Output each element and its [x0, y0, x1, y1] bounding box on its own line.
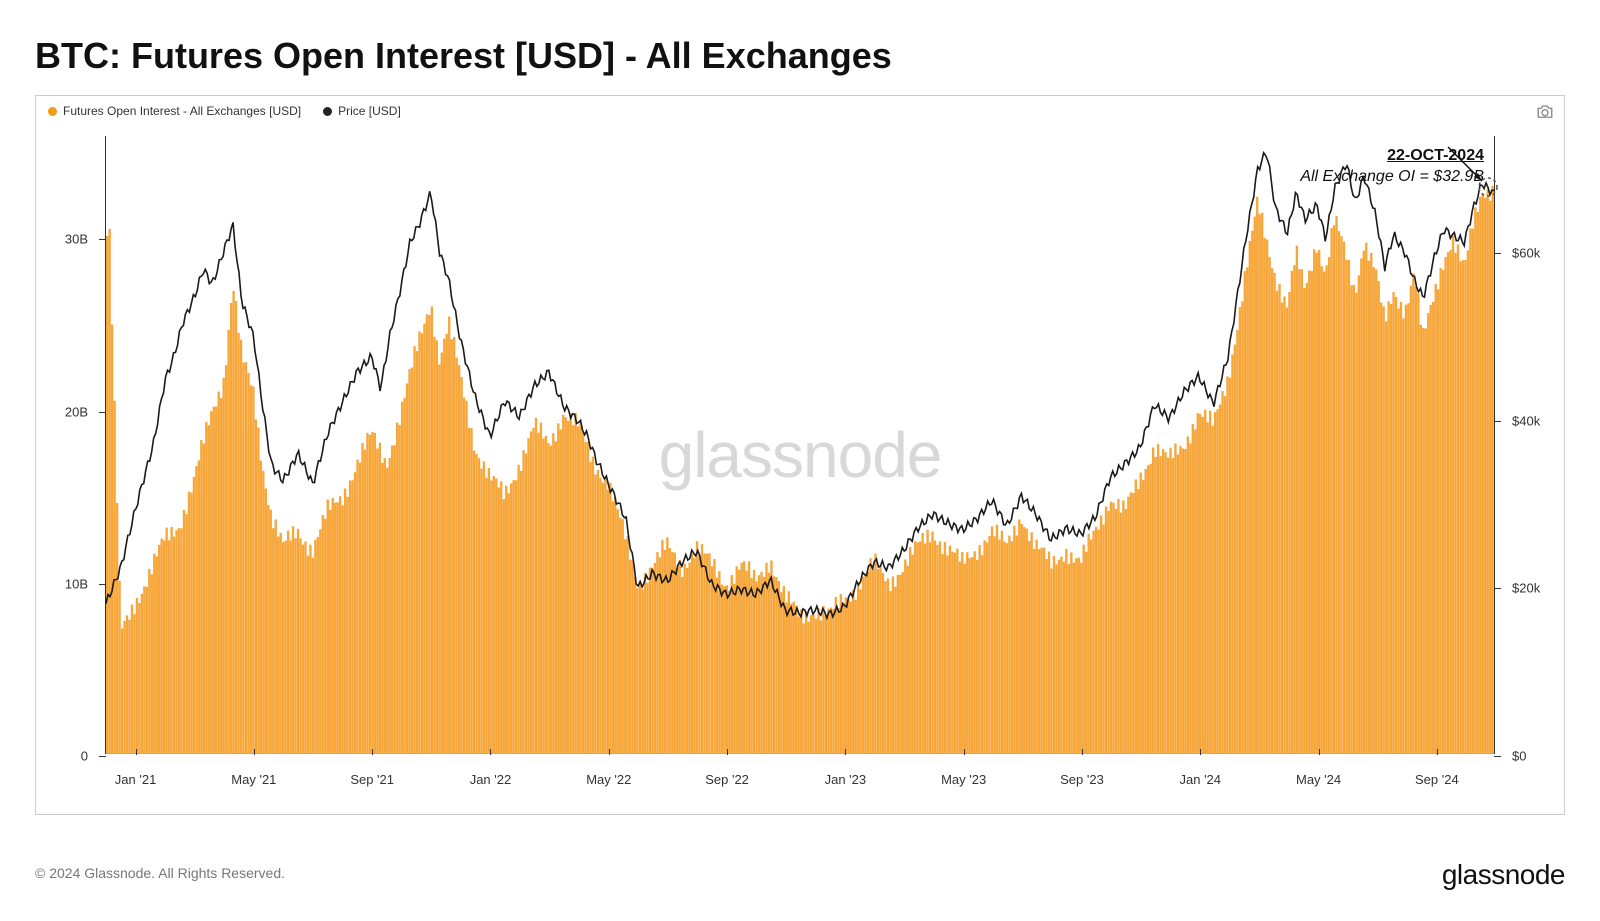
x-tick-label: Sep '22	[705, 772, 749, 787]
camera-icon[interactable]	[1536, 104, 1554, 120]
chart-frame: Futures Open Interest - All Exchanges [U…	[35, 95, 1565, 815]
x-tick-label: Sep '24	[1415, 772, 1459, 787]
y-right-axis-line	[1494, 136, 1495, 754]
chart-svg	[106, 136, 1494, 754]
y-right-tick-label: $40k	[1512, 413, 1540, 428]
x-labels: Jan '21 May '21 Sep '21 Jan '22 May '22 Sep '…	[106, 764, 1494, 814]
y-left-tick-label: 0	[81, 749, 88, 764]
brand-logo: glassnode	[1442, 859, 1565, 891]
y-left-tick-label: 20B	[65, 404, 88, 419]
legend-item-price: Price [USD]	[323, 104, 401, 118]
legend-dot-oi	[48, 107, 57, 116]
legend-label-oi: Futures Open Interest - All Exchanges [U…	[63, 104, 301, 118]
x-tick-label: May '24	[1296, 772, 1341, 787]
x-tick-label: May '22	[586, 772, 631, 787]
plot-area	[106, 136, 1494, 754]
y-left-tick-label: 30B	[65, 232, 88, 247]
y-right-labels: $0$20k$40k$60k	[1504, 136, 1564, 754]
chart-title: BTC: Futures Open Interest [USD] - All E…	[35, 35, 1565, 77]
x-tick-label: Sep '23	[1060, 772, 1104, 787]
legend-item-oi: Futures Open Interest - All Exchanges [U…	[48, 104, 301, 118]
x-tick-label: Sep '21	[350, 772, 394, 787]
x-tick-label: May '21	[231, 772, 276, 787]
page-root: BTC: Futures Open Interest [USD] - All E…	[0, 0, 1600, 921]
legend: Futures Open Interest - All Exchanges [U…	[48, 104, 401, 118]
legend-dot-price	[323, 107, 332, 116]
y-left-tick-label: 10B	[65, 576, 88, 591]
x-tick-label: Jan '24	[1179, 772, 1221, 787]
x-ticks	[106, 749, 1494, 759]
y-right-tick-label: $0	[1512, 749, 1526, 764]
x-tick-label: Jan '22	[470, 772, 512, 787]
legend-label-price: Price [USD]	[338, 104, 401, 118]
annotation-arrow	[1440, 139, 1500, 199]
x-tick-label: May '23	[941, 772, 986, 787]
y-left-labels: 010B20B30B	[36, 136, 96, 754]
x-tick-label: Jan '21	[115, 772, 157, 787]
y-right-tick-label: $20k	[1512, 581, 1540, 596]
y-right-tick-label: $60k	[1512, 246, 1540, 261]
x-tick-label: Jan '23	[825, 772, 867, 787]
copyright-footer: © 2024 Glassnode. All Rights Reserved.	[35, 865, 285, 881]
